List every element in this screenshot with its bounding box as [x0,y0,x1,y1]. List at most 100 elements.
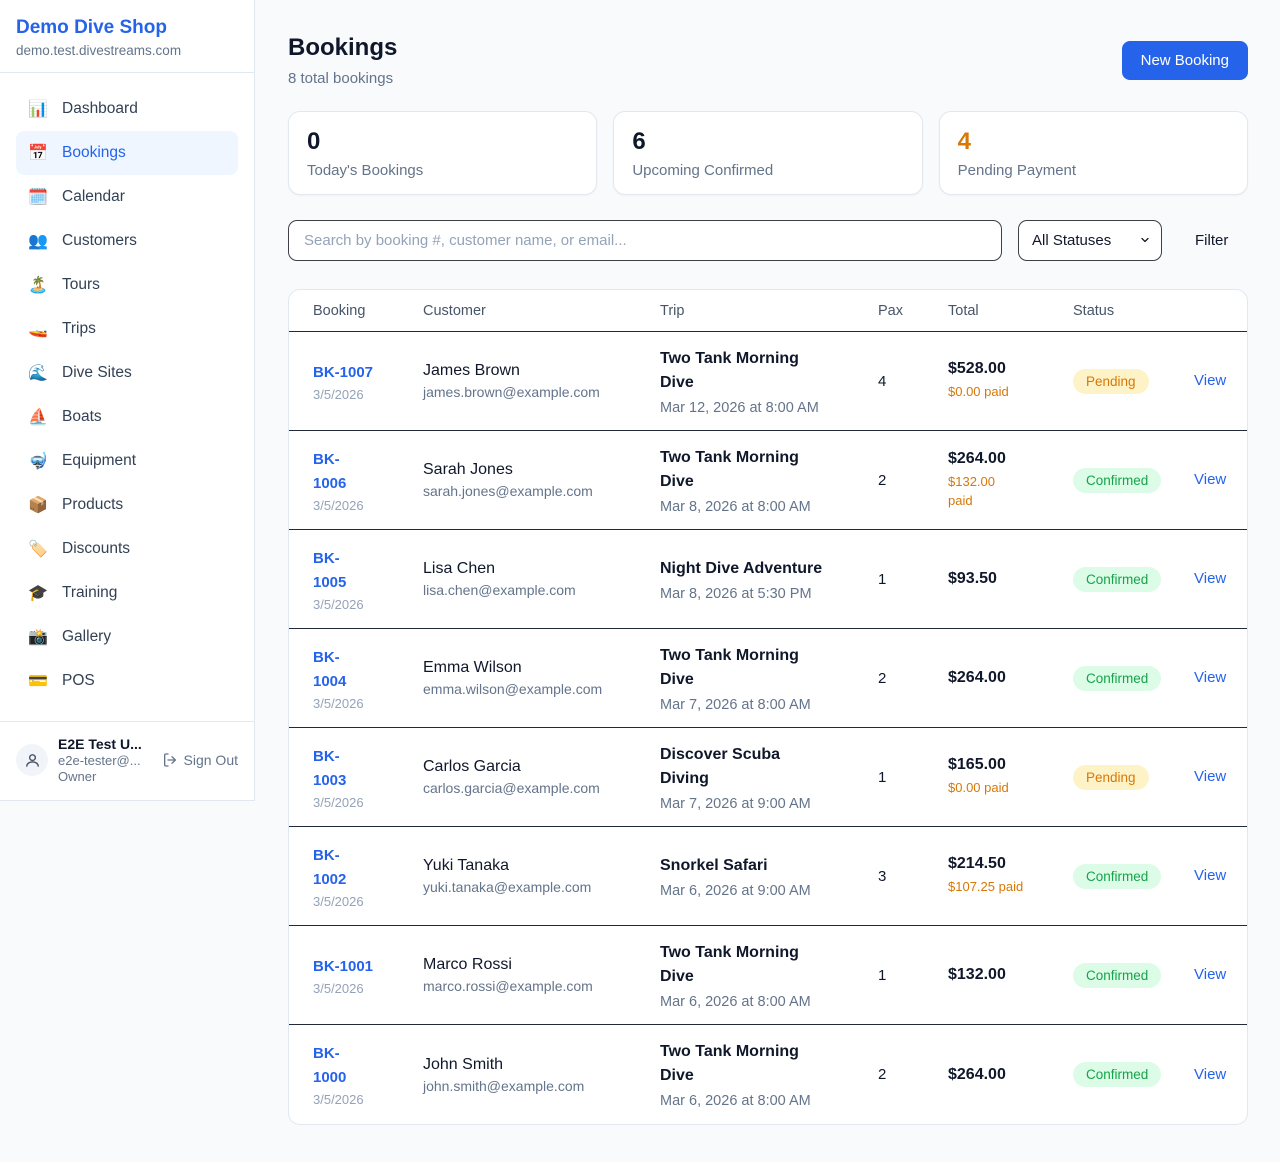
paid-amount: $107.25 paid [948,879,1024,895]
sidebar-item-pos[interactable]: 💳 POS [16,659,238,703]
sidebar-item-trips[interactable]: 🚤 Trips [16,307,238,351]
actions-cell: View [1194,1066,1226,1084]
shop-domain: demo.test.divestreams.com [16,43,182,58]
people-icon: 👥 [28,233,48,250]
trip-cell: Discover Scuba Diving Mar 7, 2026 at 9:0… [660,743,878,812]
status-cell: Confirmed [1073,566,1194,592]
trip-datetime: Mar 6, 2026 at 8:00 AM [660,993,811,1010]
pax-cell: 1 [878,966,887,984]
package-icon: 📦 [28,497,48,514]
user-icon [25,753,39,767]
total-amount: $264.00 [948,449,1006,467]
booking-number-link[interactable]: BK- 1000 [313,1045,347,1086]
sidebar-item-label: Dashboard [62,100,138,117]
sidebar-item-customers[interactable]: 👥 Customers [16,219,238,263]
booking-number-link[interactable]: BK- 1006 [313,450,347,492]
table-row: BK-1001 3/5/2026 Marco Rossi marco.rossi… [289,926,1247,1025]
booking-number-link[interactable]: BK- 1005 [313,549,347,591]
table-row: BK- 1002 3/5/2026 Yuki Tanaka yuki.tanak… [289,827,1247,926]
filter-button[interactable]: Filter [1195,232,1229,249]
sidebar-item-label: Trips [62,320,96,337]
booking-number-link[interactable]: BK-1007 [313,363,374,381]
view-link[interactable]: View [1194,570,1227,587]
sidebar-item-products[interactable]: 📦 Products [16,483,238,527]
actions-cell: View [1194,372,1226,390]
view-link[interactable]: View [1194,1065,1227,1083]
pax-cell: 4 [878,372,887,390]
customer-cell: Marco Rossi marco.rossi@example.com [423,956,660,994]
stat-card: 6 Upcoming Confirmed [613,111,923,195]
sidebar-item-training[interactable]: 🎓 Training [16,571,238,615]
status-cell: Pending [1073,764,1194,790]
credit-card-icon: 💳 [28,673,48,690]
page-title-block: Bookings 8 total bookings [288,34,397,87]
actions-cell: View [1194,669,1226,687]
trip-name: Two Tank Morning Dive [660,349,799,391]
trip-datetime: Mar 7, 2026 at 8:00 AM [660,696,811,713]
trip-name: Night Dive Adventure [660,559,823,577]
column-header-status: Status [1073,302,1115,319]
view-link[interactable]: View [1194,669,1227,686]
view-link[interactable]: View [1194,966,1227,983]
trip-name: Two Tank Morning Dive [660,448,799,490]
total-amount: $264.00 [948,1065,1006,1083]
sidebar-item-dashboard[interactable]: 📊 Dashboard [16,87,238,131]
booking-date: 3/5/2026 [313,695,364,711]
trip-name: Two Tank Morning Dive [660,646,799,688]
new-booking-button[interactable]: New Booking [1121,41,1248,80]
sidebar-item-calendar[interactable]: 🗓️ Calendar [16,175,238,219]
customer-email: lisa.chen@example.com [423,582,576,598]
status-cell: Confirmed [1073,467,1194,493]
status-badge: Confirmed [1073,665,1162,691]
total-amount: $214.50 [948,855,1006,873]
trip-name: Snorkel Safari [660,856,768,874]
stat-cards: 0 Today's Bookings 6 Upcoming Confirmed 4 Pen… [288,111,1248,195]
column-header-pax: Pax [878,302,903,319]
sidebar-item-label: POS [62,672,95,689]
booking-date: 3/5/2026 [313,893,364,909]
shop-brand: Demo Dive Shop demo.test.divestreams.com [0,0,254,73]
sign-out-label: Sign Out [183,752,238,768]
booking-number-link[interactable]: BK- 1002 [313,846,347,888]
sign-out-button[interactable]: Sign Out [162,752,238,768]
booking-cell: BK- 1006 3/5/2026 [313,448,423,513]
camera-icon: 📸 [28,629,48,646]
booking-cell: BK-1001 3/5/2026 [313,955,423,996]
booking-number-link[interactable]: BK- 1004 [313,648,347,690]
trip-name: Two Tank Morning Dive [660,1043,799,1084]
bookings-table: Booking Customer Trip Pax Total Status BK-100… [288,289,1248,1125]
sidebar-item-boats[interactable]: ⛵ Boats [16,395,238,439]
actions-cell: View [1194,768,1226,786]
paid-amount: $132.00 paid [948,473,995,509]
status-badge: Pending [1073,764,1149,790]
stat-value: 4 [957,128,972,155]
booking-date: 3/5/2026 [313,596,364,612]
sidebar-item-bookings[interactable]: 📅 Bookings [16,131,238,175]
user-info: E2E Test U... e2e-tester@... Owner [58,736,142,784]
customer-name: James Brown [423,362,520,379]
search-input[interactable] [288,220,1002,261]
trip-cell: Two Tank Morning Dive Mar 6, 2026 at 8:0… [660,941,878,1010]
view-link[interactable]: View [1194,471,1227,488]
sidebar-item-label: Calendar [62,188,125,205]
trip-datetime: Mar 8, 2026 at 5:30 PM [660,585,812,602]
calendar-icon: 📅 [28,145,48,162]
view-link[interactable]: View [1194,372,1227,389]
sidebar-item-equipment[interactable]: 🤿 Equipment [16,439,238,483]
view-link[interactable]: View [1194,867,1227,884]
avatar [16,744,48,776]
booking-cell: BK-1007 3/5/2026 [313,361,423,402]
booking-number-link[interactable]: BK-1001 [313,957,374,975]
sidebar-item-dive-sites[interactable]: 🌊 Dive Sites [16,351,238,395]
customer-cell: James Brown james.brown@example.com [423,362,660,400]
total-amount: $132.00 [948,966,1006,983]
view-link[interactable]: View [1194,768,1227,785]
table-row: BK- 1003 3/5/2026 Carlos Garcia carlos.g… [289,728,1247,827]
shop-name: Demo Dive Shop [16,17,167,38]
status-select[interactable]: All Statuses [1018,220,1162,261]
sidebar-item-discounts[interactable]: 🏷️ Discounts [16,527,238,571]
sidebar-item-tours[interactable]: 🏝️ Tours [16,263,238,307]
booking-number-link[interactable]: BK- 1003 [313,747,347,789]
sidebar-item-gallery[interactable]: 📸 Gallery [16,615,238,659]
status-badge: Pending [1073,368,1149,394]
